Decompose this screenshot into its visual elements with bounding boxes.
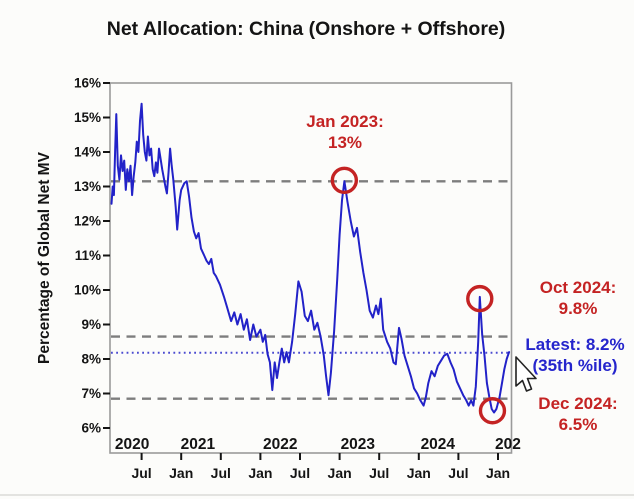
chart-title: Net Allocation: China (Onshore + Offshor… [106, 18, 506, 40]
y-tick-label-13%: 13% [74, 179, 101, 194]
highlight-circle-2 [478, 397, 507, 425]
y-tick-label-15%: 15% [74, 110, 101, 125]
annotation-dec-2024: Dec 2024: 6.5% [522, 393, 634, 435]
y-tick-label-10%: 10% [74, 283, 101, 298]
video-frame-artifact-line [0, 494, 634, 496]
highlight-circle-0 [330, 166, 359, 194]
annotation-jan-2023-line1: Jan 2023: [306, 112, 384, 131]
annotation-dec-2024-line2: 6.5% [558, 415, 598, 434]
x-minor-label-2: Jul [211, 465, 231, 481]
allocation-line [110, 102, 511, 414]
year-label-2025: 2025 [495, 436, 530, 453]
y-tick-label-9%: 9% [81, 317, 101, 332]
plot-frame [109, 82, 513, 454]
y-tick-label-16%: 16% [74, 76, 101, 91]
year-label-group: 2020 2021 2022 2023 2024 2025 [115, 436, 530, 453]
x-minor-label-9: Jan [486, 465, 510, 481]
x-minor-label-1: Jan [169, 465, 193, 481]
year-label-2024: 2024 [421, 436, 456, 453]
annotation-oct-2024: Oct 2024: 9.8% [522, 277, 634, 319]
annotation-latest: Latest: 8.2% (35th %ile) [516, 334, 634, 376]
year-label-2020: 2020 [115, 436, 149, 453]
x-minor-label-4: Jul [290, 465, 310, 481]
y-tick-label-6%: 6% [81, 421, 101, 436]
y-tick-label-11%: 11% [75, 248, 101, 263]
annotation-dec-2024-line1: Dec 2024: [538, 394, 618, 413]
y-tick-label-8%: 8% [81, 352, 101, 367]
annotation-latest-line2: (35th %ile) [532, 356, 618, 375]
x-minor-label-0: Jul [131, 465, 151, 481]
annotation-jan-2023: Jan 2023: 13% [275, 111, 415, 153]
y-tick-label-7%: 7% [81, 386, 101, 401]
year-label-2021: 2021 [181, 436, 216, 453]
annotation-oct-2024-line2: 9.8% [558, 299, 598, 318]
x-minor-label-3: Jan [248, 465, 272, 481]
x-minor-label-6: Jul [369, 465, 389, 481]
highlight-circle-1 [466, 284, 494, 313]
annotation-jan-2023-line2: 13% [327, 133, 363, 152]
year-label-2022: 2022 [263, 436, 297, 453]
annotation-oct-2024-line1: Oct 2024: [539, 278, 617, 297]
year-label-2023: 2023 [341, 436, 376, 453]
x-minor-label-5: Jan [328, 465, 352, 481]
annotation-latest-line1: Latest: 8.2% [525, 335, 625, 354]
x-minor-label-7: Jan [407, 465, 431, 481]
y-tick-label-12%: 12% [74, 214, 101, 229]
y-tick-label-14%: 14% [74, 145, 101, 160]
x-minor-label-8: Jul [448, 465, 468, 481]
